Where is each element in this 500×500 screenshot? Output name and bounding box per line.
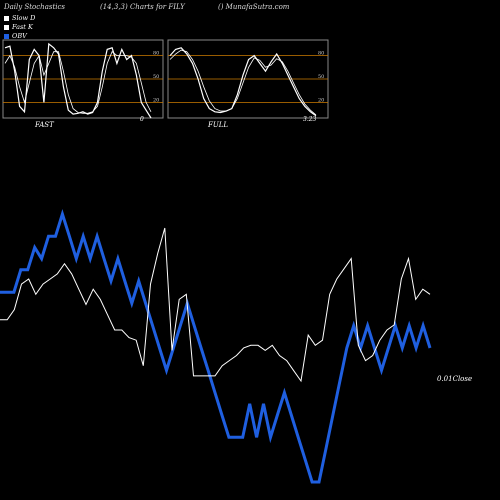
fast-panel: 20 50 80 FAST 0	[2, 39, 164, 129]
fast-tick-label: 80	[153, 51, 159, 57]
header-title: Daily Stochastics	[4, 3, 66, 11]
close-label: 0.01Close	[437, 375, 472, 383]
full-tick-label: 20	[318, 97, 324, 103]
legend-label: OBV	[12, 32, 27, 40]
full-panel-title: FULL	[207, 121, 228, 129]
header-source: () MunafaSutra.com	[218, 3, 290, 11]
legend-label: Fast K	[12, 23, 33, 31]
legend-item-slow-d: Slow D	[4, 14, 35, 23]
obv-line	[0, 208, 432, 484]
main-chart	[0, 208, 432, 484]
fast-series-line	[4, 42, 152, 119]
legend-item-fast-k: Fast K	[4, 23, 35, 32]
full-tick-label: 80	[318, 51, 324, 57]
price-line	[0, 227, 431, 383]
fast-value-label: 0	[140, 116, 144, 123]
header-subtitle: (14,3,3) Charts for FILY	[100, 3, 185, 11]
full-tick-label: 50	[318, 74, 324, 80]
legend: Slow D Fast K OBV	[4, 14, 35, 41]
full-series-line	[169, 49, 317, 116]
legend-swatch	[4, 16, 9, 21]
legend-swatch	[4, 25, 9, 30]
legend-swatch	[4, 34, 9, 39]
fast-tick-label: 20	[153, 97, 159, 103]
fast-tick-label: 50	[153, 74, 159, 80]
full-panel: 20 50 80 FULL 3.23	[167, 39, 329, 129]
legend-label: Slow D	[12, 14, 36, 22]
full-value-label: 3.23	[303, 116, 317, 123]
full-series-line	[169, 47, 317, 117]
legend-item-obv: OBV	[4, 32, 35, 41]
fast-panel-title: FAST	[34, 121, 55, 129]
fast-series-line	[4, 51, 152, 114]
